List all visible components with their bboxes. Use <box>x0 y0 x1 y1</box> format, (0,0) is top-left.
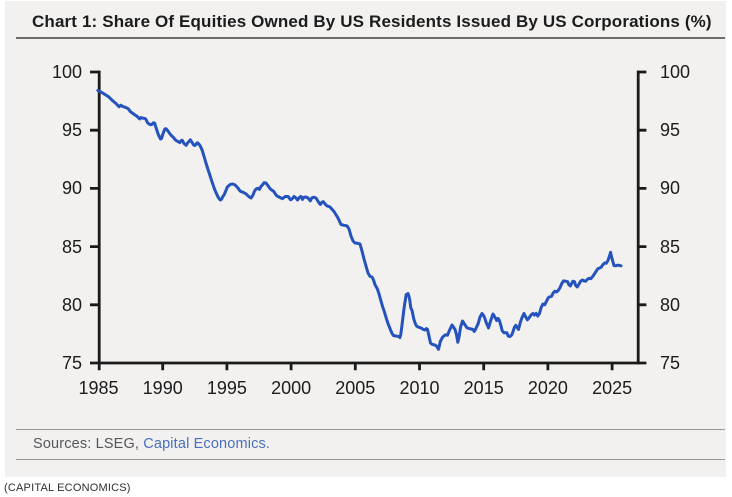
svg-text:2025: 2025 <box>592 378 632 398</box>
svg-text:90: 90 <box>62 178 82 198</box>
svg-text:100: 100 <box>660 62 690 82</box>
svg-text:80: 80 <box>660 295 680 315</box>
svg-text:85: 85 <box>660 237 680 257</box>
svg-text:90: 90 <box>660 178 680 198</box>
svg-text:2000: 2000 <box>271 378 311 398</box>
svg-text:75: 75 <box>660 353 680 373</box>
svg-text:1995: 1995 <box>207 378 247 398</box>
svg-text:2010: 2010 <box>399 378 439 398</box>
svg-text:100: 100 <box>52 62 82 82</box>
svg-text:75: 75 <box>62 353 82 373</box>
svg-text:2015: 2015 <box>464 378 504 398</box>
svg-text:85: 85 <box>62 237 82 257</box>
svg-text:80: 80 <box>62 295 82 315</box>
svg-text:1985: 1985 <box>78 378 118 398</box>
svg-text:95: 95 <box>660 120 680 140</box>
svg-text:2005: 2005 <box>335 378 375 398</box>
svg-text:1990: 1990 <box>143 378 183 398</box>
svg-text:2020: 2020 <box>528 378 568 398</box>
svg-text:95: 95 <box>62 120 82 140</box>
